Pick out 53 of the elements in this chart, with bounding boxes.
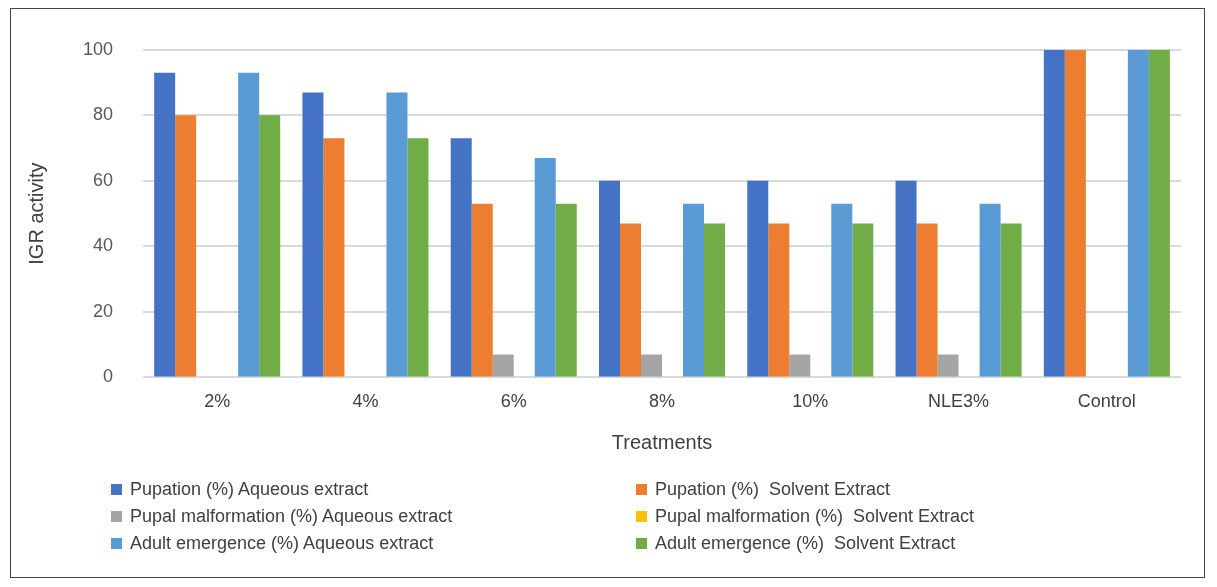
bar: [831, 203, 853, 377]
bar: [1000, 223, 1022, 377]
bar: [979, 203, 1001, 377]
bar: [937, 354, 959, 377]
bar: [852, 223, 874, 377]
legend-label: Pupation (%) Aqueous extract: [130, 479, 369, 500]
bar: [747, 180, 769, 377]
x-tick-label: Control: [1077, 391, 1136, 412]
bar: [683, 203, 705, 377]
x-tick-label: 4%: [352, 391, 379, 412]
bar: [768, 223, 790, 377]
y-tick-label: 0: [103, 366, 114, 387]
bar: [620, 223, 642, 377]
bar: [471, 203, 493, 377]
y-tick-label: 40: [93, 235, 114, 256]
x-tick-label: 6%: [500, 391, 527, 412]
bar: [1127, 49, 1149, 377]
bar: [895, 180, 917, 377]
y-axis-title: IGR activity: [24, 162, 47, 265]
bar: [1148, 49, 1170, 377]
bar: [407, 138, 429, 377]
legend-label: Pupal malformation (%) Aqueous extract: [130, 506, 453, 527]
bar: [302, 92, 324, 377]
bar: [534, 157, 556, 377]
x-tick-label: 8%: [649, 391, 676, 412]
bar: [450, 138, 472, 377]
legend-label: Adult emergence (%) Solvent Extract: [655, 533, 956, 554]
bar: [492, 354, 514, 377]
bar: [704, 223, 726, 377]
bar: [1043, 49, 1065, 377]
bar: [916, 223, 938, 377]
y-tick-label: 20: [93, 300, 114, 321]
legend-label: Adult emergence (%) Aqueous extract: [130, 533, 434, 554]
bar: [641, 354, 663, 377]
legend-label: Pupation (%) Solvent Extract: [655, 479, 891, 500]
y-tick-label: 80: [93, 104, 114, 125]
y-tick-label: 100: [82, 38, 114, 59]
bar: [259, 115, 281, 377]
bar: [1064, 49, 1086, 377]
x-tick-label: 2%: [204, 391, 231, 412]
x-tick-label: 10%: [792, 391, 829, 412]
bar: [323, 138, 345, 377]
bar: [154, 72, 176, 377]
bar: [175, 115, 197, 377]
bar: [386, 92, 408, 377]
bar: [599, 180, 620, 377]
bar: [555, 203, 577, 377]
bar: [789, 354, 811, 377]
y-tick-label: 60: [93, 169, 114, 190]
x-axis-title: Treatments: [611, 430, 713, 453]
legend-label: Pupal malformation (%) Solvent Extract: [655, 506, 975, 527]
x-tick-label: NLE3%: [928, 391, 990, 412]
bar: [238, 72, 260, 377]
